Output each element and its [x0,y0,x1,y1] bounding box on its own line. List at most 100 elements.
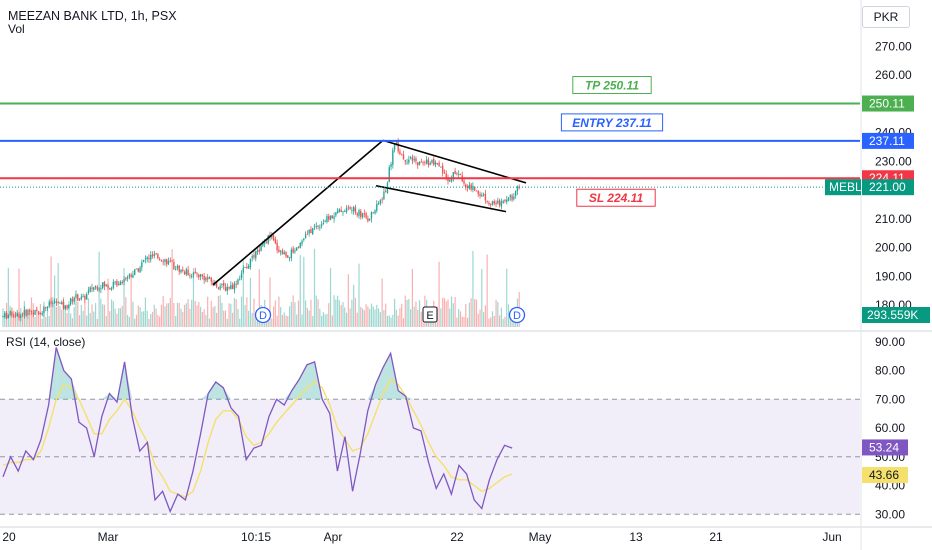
candle-body [171,260,173,262]
candle-body [310,229,312,234]
rsi-indicator-label[interactable]: RSI (14, close) [6,335,86,349]
candle-body [178,265,180,272]
candle-body [340,210,342,213]
price-axis-tick: 200.00 [875,241,912,255]
volume-bar [205,314,207,327]
candle-body [443,173,446,174]
candle-body [53,301,56,303]
candle-body [326,216,328,223]
volume-bar [2,308,4,327]
volume-bar [216,312,218,327]
earnings-marker-label: E [426,310,433,322]
candle-body [388,167,390,183]
volume-bar [32,303,34,327]
candle-body [190,275,193,277]
volume-bar [299,255,301,327]
candle-body [219,286,221,290]
candle-body [226,287,228,291]
candle-body [263,242,266,244]
candle-body [477,191,479,195]
candle-body [118,284,120,286]
volume-bar [55,306,57,327]
candle-body [237,279,239,285]
volume-bar [162,296,164,327]
candle-body [502,200,504,203]
volume-bar [198,301,200,327]
candle-body [69,298,72,305]
candlestick-series [2,138,520,327]
candle-body [344,210,346,212]
currency-button[interactable]: PKR [862,6,910,28]
candle-body [114,281,116,283]
volume-tag-label: 293.559K [867,308,918,322]
volume-bar [207,296,209,327]
candle-body [363,213,366,215]
volume-bar [107,278,109,327]
volume-bar [114,308,116,327]
overbought-segment [124,361,133,400]
candle-body [210,278,212,282]
candle-body [112,281,115,289]
volume-indicator-label[interactable]: Vol [8,22,25,36]
volume-bar [367,306,369,327]
axis-level-tag-label: 237.11 [869,134,905,148]
volume-bar [66,312,68,327]
volume-bar [20,308,22,327]
rsi-axis-tick: 60.00 [875,421,905,435]
candle-body [317,225,319,227]
volume-bar [504,316,506,327]
volume-bar [192,268,195,327]
dividend-marker-label: D [259,310,267,322]
volume-bar [415,301,417,327]
overbought-segment [215,382,224,400]
volume-bar [399,308,401,327]
candle-body [228,287,230,289]
candle-body [30,310,33,312]
candle-body [312,228,314,235]
volume-bar [16,313,18,327]
volume-bar [310,299,312,327]
volume-bar [248,310,250,327]
candle-body [12,316,15,318]
candle-body [276,242,278,251]
candle-body [283,252,285,255]
rsi-axis-tick: 70.00 [875,392,905,406]
candle-body [84,295,86,300]
candle-body [301,240,303,244]
candle-body [231,284,234,289]
volume-bar [139,307,141,327]
dividend-marker [508,306,526,324]
volume-bar [137,305,139,327]
volume-bar [377,308,380,327]
volume-bar [456,317,458,327]
rsi-ma-value-tag [862,466,908,483]
volume-bar [342,302,344,327]
volume-bar [440,308,442,327]
candle-body [379,200,382,204]
candle-body [194,271,196,274]
volume-bar [246,297,248,327]
candle-body [509,195,511,198]
candle-body [425,159,428,164]
volume-bar [463,316,465,327]
candle-body [322,222,325,224]
volume-bar [240,296,243,327]
volume-bar [459,311,462,327]
candle-body [447,178,449,181]
volume-bar [411,268,413,327]
price-axis-tick: 260.00 [875,68,912,82]
candle-body [411,157,414,161]
candle-body [50,301,52,304]
candle-body [383,191,385,200]
candle-body [296,247,298,251]
volume-bar [221,302,223,327]
candle-body [354,207,357,213]
volume-bar [472,250,474,327]
volume-bar [449,308,451,327]
volume-bar [103,304,106,327]
volume-bar [420,311,422,327]
candle-body [137,268,139,272]
candle-body [255,251,257,259]
volume-bar [153,304,155,327]
